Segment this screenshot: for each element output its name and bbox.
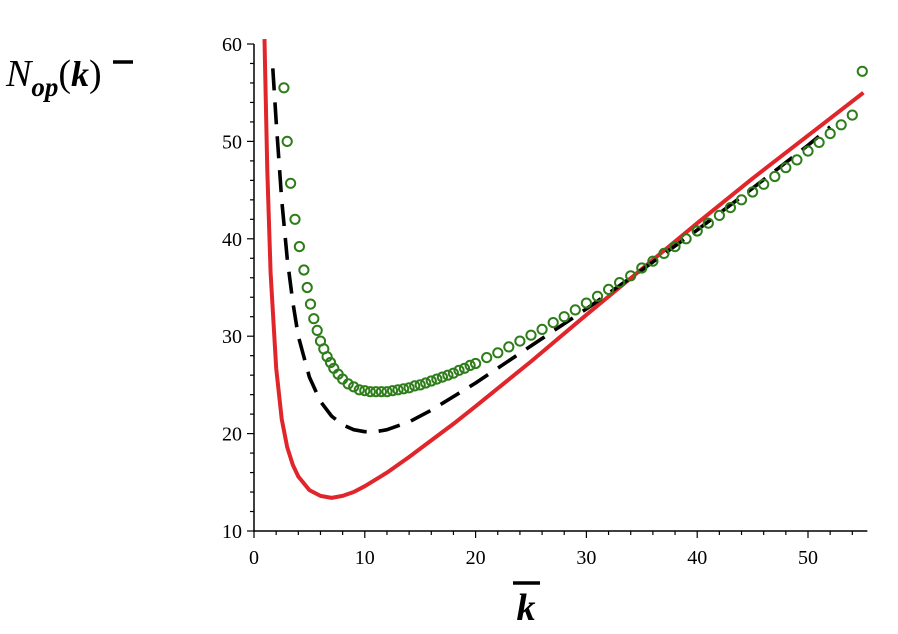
axes — [253, 44, 868, 532]
data-point — [580, 297, 593, 309]
data-point — [370, 386, 382, 398]
y-tick-label: 20 — [222, 424, 242, 446]
data-point — [381, 386, 393, 398]
data-point — [470, 357, 482, 370]
x-tick-label: 30 — [576, 547, 596, 569]
y-tick-label: 60 — [222, 34, 242, 56]
y-tick-label: 50 — [222, 131, 242, 153]
data-point — [658, 247, 670, 259]
y-tick-label: 40 — [222, 229, 242, 251]
data-point — [492, 347, 504, 359]
data-point — [591, 290, 604, 302]
data-point — [536, 323, 548, 335]
y-axis-label: Nop(k) — [5, 53, 102, 102]
data-point — [298, 264, 310, 276]
data-point — [813, 136, 825, 148]
data-point — [481, 352, 493, 364]
data-point — [348, 381, 360, 393]
data-point — [308, 313, 320, 325]
data-point — [724, 202, 737, 214]
x-tick-label: 10 — [355, 547, 375, 569]
data-point — [758, 178, 770, 190]
data-point — [436, 371, 448, 383]
data-point — [647, 255, 659, 267]
data-point — [735, 194, 748, 206]
y-axis-label-open-paren: ( — [58, 53, 71, 95]
data-point — [547, 317, 559, 329]
data-point — [392, 384, 404, 396]
x-tick-label: 40 — [687, 547, 707, 569]
data-point — [321, 351, 333, 363]
data-point — [293, 241, 305, 253]
x-tick-label: 0 — [249, 547, 259, 569]
data-point — [409, 380, 421, 392]
data-point — [458, 362, 471, 374]
data-point — [386, 385, 399, 397]
data-point — [569, 304, 581, 316]
data-point — [285, 177, 297, 189]
data-point — [364, 386, 376, 398]
data-point — [636, 262, 648, 274]
x-axis-label: k — [517, 587, 536, 629]
data-point — [769, 170, 781, 183]
data-point — [824, 128, 836, 140]
data-point — [301, 281, 313, 294]
series-circles — [278, 65, 868, 398]
series-layer — [262, 39, 868, 500]
x-tick-label: 50 — [798, 547, 818, 569]
data-point — [558, 311, 570, 323]
data-point — [614, 277, 626, 289]
data-point — [503, 341, 515, 353]
data-point — [525, 329, 537, 341]
data-point — [856, 65, 868, 77]
data-point — [359, 385, 371, 397]
data-point — [702, 217, 714, 229]
data-point — [453, 364, 465, 376]
data-point — [375, 386, 387, 398]
data-point — [353, 384, 365, 396]
y-axis-label-sub: op — [31, 72, 58, 102]
data-point — [846, 109, 858, 121]
y-axis-label-arg: k — [71, 54, 89, 94]
x-tick-label: 20 — [466, 547, 486, 569]
data-point — [464, 359, 476, 371]
data-point — [398, 383, 410, 395]
data-point — [420, 377, 432, 389]
data-point — [289, 213, 301, 225]
data-point — [442, 369, 454, 381]
data-point — [680, 233, 692, 245]
y-tick-label: 30 — [222, 326, 242, 348]
data-point — [780, 162, 792, 174]
y-axis-label-main: N — [5, 53, 34, 95]
data-point — [603, 283, 615, 295]
data-point — [324, 356, 337, 369]
ticks: 0 10 20 30 40 50 10 20 30 40 50 60 — [222, 34, 853, 569]
data-point — [281, 135, 293, 147]
series-line-dashed — [271, 68, 832, 434]
data-point — [747, 186, 759, 198]
data-point — [414, 379, 426, 391]
data-point — [425, 375, 437, 387]
data-point — [342, 378, 354, 390]
data-point — [304, 298, 317, 310]
data-point — [669, 241, 681, 253]
data-point — [625, 270, 637, 282]
data-point — [403, 382, 415, 394]
data-point — [278, 82, 290, 94]
data-point — [447, 367, 459, 379]
data-point — [713, 209, 726, 221]
data-point — [691, 225, 703, 237]
data-point — [835, 119, 847, 131]
y-tick-label: 10 — [222, 521, 242, 543]
data-point — [802, 145, 814, 157]
data-point — [431, 373, 443, 385]
y-axis-label-close-paren: ) — [89, 53, 102, 95]
data-point — [791, 154, 803, 166]
data-point — [311, 324, 323, 336]
data-point — [514, 335, 526, 347]
